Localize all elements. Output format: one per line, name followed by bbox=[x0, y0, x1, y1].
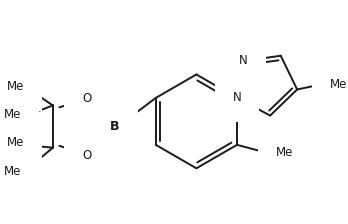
Text: Me: Me bbox=[7, 136, 25, 149]
Text: O: O bbox=[82, 92, 91, 105]
Text: Me: Me bbox=[3, 165, 21, 178]
Text: N: N bbox=[239, 54, 248, 67]
Text: Me: Me bbox=[276, 146, 293, 159]
Text: Me: Me bbox=[7, 80, 25, 93]
Text: Me: Me bbox=[3, 108, 21, 121]
Text: Me: Me bbox=[330, 78, 347, 91]
Text: N: N bbox=[233, 91, 242, 104]
Text: B: B bbox=[110, 120, 119, 133]
Text: O: O bbox=[82, 149, 91, 162]
